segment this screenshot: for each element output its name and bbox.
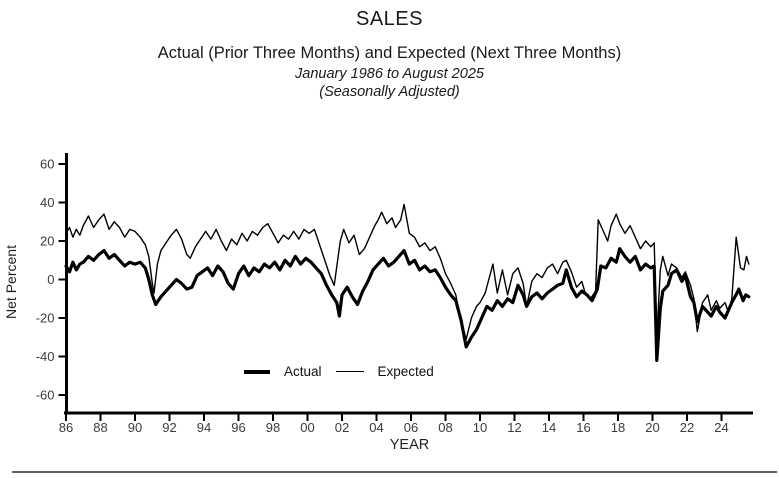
svg-text:10: 10 [473,420,487,435]
svg-text:-40: -40 [36,349,55,364]
svg-text:0: 0 [47,272,54,287]
svg-text:04: 04 [369,420,383,435]
svg-text:92: 92 [162,420,176,435]
svg-text:60: 60 [40,157,54,172]
svg-text:98: 98 [266,420,280,435]
svg-text:12: 12 [507,420,521,435]
svg-text:02: 02 [335,420,349,435]
bottom-divider [12,471,777,473]
svg-text:18: 18 [611,420,625,435]
svg-text:86: 86 [59,420,73,435]
svg-text:22: 22 [680,420,694,435]
svg-text:24: 24 [714,420,728,435]
svg-text:40: 40 [40,195,54,210]
svg-text:08: 08 [438,420,452,435]
svg-text:14: 14 [542,420,556,435]
date-range-label: January 1986 to August 2025 [295,66,484,82]
svg-text:20: 20 [645,420,659,435]
svg-text:94: 94 [197,420,211,435]
svg-text:96: 96 [231,420,245,435]
svg-text:90: 90 [128,420,142,435]
legend-label-actual: Actual [284,364,322,379]
svg-text:00: 00 [300,420,314,435]
legend-label-expected: Expected [377,364,434,379]
svg-text:20: 20 [40,234,54,249]
x-axis-title: YEAR [389,437,430,453]
svg-text:88: 88 [93,420,107,435]
actual-line-swatch [244,369,270,374]
chart-subtitle: Actual (Prior Three Months) and Expected… [157,44,622,62]
page-title: SALES [356,8,423,30]
chart-legend: Actual Expected [244,364,434,379]
svg-text:06: 06 [404,420,418,435]
expected-line-swatch [335,370,364,373]
svg-text:16: 16 [576,420,590,435]
seasonal-adjustment-note: (Seasonally Adjusted) [319,84,460,100]
svg-text:-20: -20 [36,311,55,326]
svg-text:-60: -60 [36,388,55,403]
